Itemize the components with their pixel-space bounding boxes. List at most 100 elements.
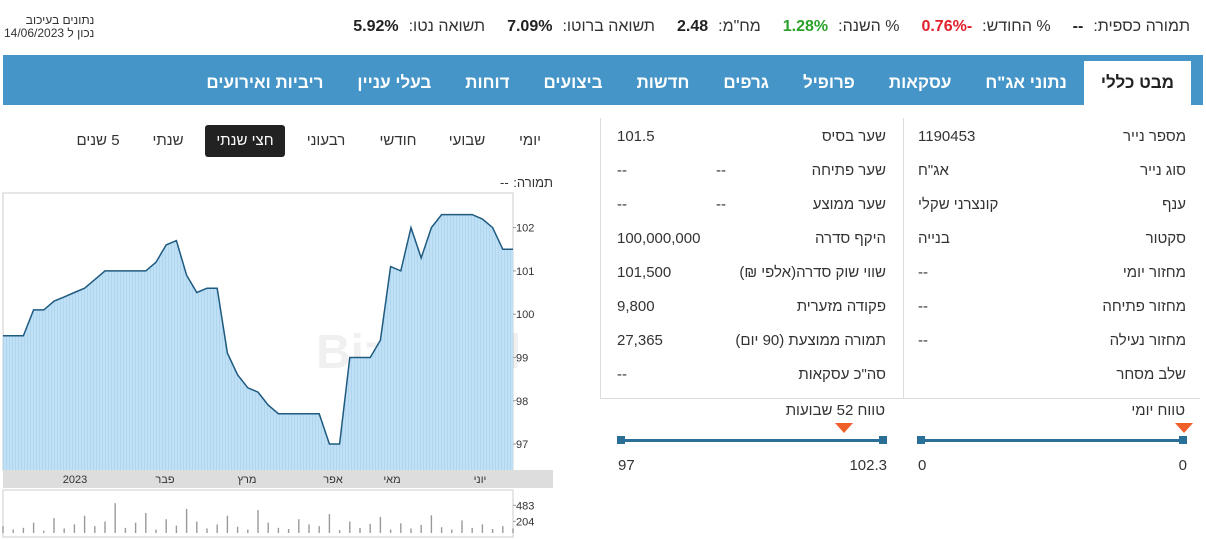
volume-bar [451,529,453,533]
tab-bar: מבט כללי נתוני אג"ח עסקאות פרופיל גרפים חדשות… [3,55,1203,105]
y-tick-label: 97 [516,439,528,451]
detail-value: 9,800 [617,298,655,315]
volume-bar [185,508,188,533]
detail-value: 101,500 [617,264,672,281]
delay-note: נתונים בעיכוב [25,13,95,27]
summary-label: % החודש: [982,18,1051,35]
detail-value: 1190453 [918,128,976,145]
x-axis-band [3,470,553,488]
tab[interactable]: פרופיל [802,73,855,92]
tab[interactable]: עסקאות [888,73,952,92]
volume-bar [471,527,473,533]
volume-bar [277,527,280,533]
range-line [620,439,883,442]
detail-label: מחזור נעילה [1109,332,1186,349]
detail-value: -- [918,264,928,281]
period-button[interactable]: יומי [519,132,541,149]
tab[interactable]: ריביות ואירועים [206,73,324,92]
detail-value: -- [617,196,627,213]
divider [600,398,1200,399]
tab[interactable]: נתוני אג"ח [985,73,1067,92]
detail-value: קונצרני שקלי [918,196,999,213]
period-button[interactable]: 5 שנים [76,132,120,149]
volume-bar [226,515,229,533]
summary-value: 1.28% [782,18,829,35]
y-tick-label: 100 [516,309,534,321]
x-tick-label: יוני [474,474,487,486]
summary-label: תשואה נטו: [408,18,486,35]
volume-bar [53,518,55,533]
tab[interactable]: ביצועים [543,73,603,92]
period-button[interactable]: חודשי [379,132,417,149]
detail-label: מספר נייר [1123,128,1186,145]
volume-bar [400,523,402,533]
range-label: טווח 52 שבועות [785,402,885,419]
period-button[interactable]: חצי שנתי [205,125,285,157]
tab[interactable]: חדשות [636,73,690,92]
status: נתונים בעיכוב נכון ל 14/06/2023 [4,14,94,40]
x-tick-label: מרץ [238,474,257,486]
volume-bar [512,528,514,533]
detail-value: -- [716,162,726,179]
range-end [917,436,925,444]
detail-label: תמורה ממוצעת (90 יום) [735,332,886,349]
volume-bar [502,526,504,533]
summary-value: 5.92% [353,18,399,35]
y-tick-label: 98 [516,396,528,408]
detail-label: שלב מסחר [1116,366,1186,383]
summary-value: -- [1072,18,1084,35]
volume-bar [247,529,249,533]
summary-bar: תמורה כספית: -- % החודש: -0.76% % השנה: 1.28%… [353,18,1190,36]
tab[interactable]: בעלי עניין [357,73,432,92]
volume-bar [420,524,422,533]
detail-label: מחזור יומי [1122,264,1186,281]
volume-bar [440,527,443,533]
detail-value: 27,365 [617,332,663,349]
detail-label: שווי שוק סדרה(אלפי ₪) [739,264,886,281]
volume-bar [461,520,463,533]
detail-value: -- [716,196,726,213]
volume-bar [481,524,484,533]
tab[interactable]: גרפים [723,73,769,92]
detail-label: סוג נייר [1140,162,1186,179]
range-line [920,439,1183,442]
as-of-date: נכון ל 14/06/2023 [4,26,95,40]
volume-bar [308,524,310,533]
tab[interactable]: מבט כללי [1083,61,1191,105]
summary-label: מח"מ: [718,18,761,35]
volume-bar [165,519,167,533]
x-tick-label: 2023 [63,474,87,486]
detail-value: -- [918,298,928,315]
range-max: 0 [1178,457,1187,474]
detail-label: שער בסיס [821,128,886,145]
detail-label: שער ממוצע [812,196,886,213]
tab[interactable]: דוחות [465,73,510,92]
volume-bar [379,516,382,533]
detail-label: סה"כ עסקאות [798,366,886,383]
volume-bar [196,521,198,533]
x-tick-label: מאי [383,474,400,486]
volume-bar [328,514,331,533]
volume-bar [389,529,392,533]
y-tick-label: 204 [516,516,534,528]
volume-bar [287,528,290,533]
range-label: טווח יומי [1131,402,1185,419]
volume-bar [236,526,239,533]
volume-bar [114,503,116,533]
detail-value: בנייה [918,230,950,247]
volume-bar [73,524,76,533]
volume-bar [369,523,371,533]
period-button[interactable]: שבועי [448,132,486,149]
detail-label: סקטור [1145,230,1186,247]
price-line [3,213,513,445]
summary-item: תשואה נטו: 5.92% [353,18,485,36]
range-min: 97 [618,457,635,474]
volume-bar [410,528,412,533]
summary-value: -0.76% [921,18,973,35]
period-button[interactable]: רבעוני [306,132,346,149]
period-button[interactable]: שנתי [152,132,184,149]
summary-item: תשואה ברוטו: 7.09% [507,18,655,36]
volume-bar [12,529,14,533]
range-end [1179,436,1187,444]
